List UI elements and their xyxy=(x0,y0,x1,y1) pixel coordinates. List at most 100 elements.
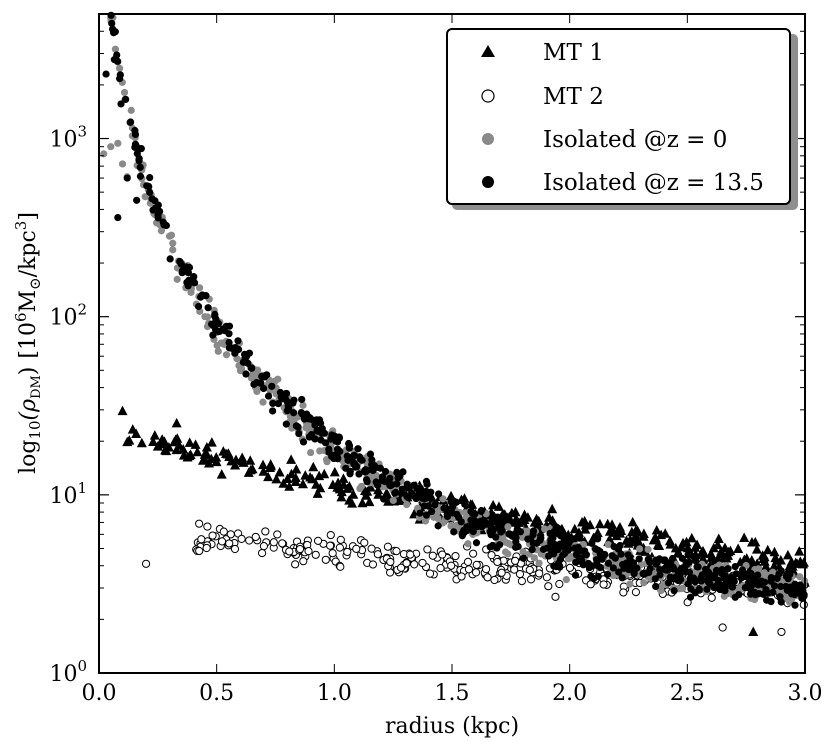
point-circle xyxy=(118,160,127,168)
x-tick-label: 1.0 xyxy=(317,681,352,706)
point-circle xyxy=(635,545,644,553)
point-circle xyxy=(211,310,219,318)
point-circle xyxy=(297,408,305,417)
point-circle xyxy=(798,594,806,602)
point-triangle xyxy=(627,516,638,527)
point-triangle xyxy=(608,527,619,537)
point-circle xyxy=(126,118,134,127)
point-open-circle xyxy=(493,557,502,567)
point-circle xyxy=(386,474,394,482)
point-circle xyxy=(421,494,429,503)
point-open-circle xyxy=(396,563,406,572)
point-circle xyxy=(268,382,276,390)
point-open-circle xyxy=(383,542,393,551)
point-circle xyxy=(397,489,405,497)
point-circle xyxy=(563,533,571,541)
point-circle xyxy=(421,517,430,525)
point-open-circle xyxy=(245,536,254,545)
point-circle xyxy=(657,586,665,595)
point-triangle xyxy=(713,533,724,543)
x-tick-label: 3.0 xyxy=(788,681,823,706)
point-open-circle xyxy=(425,569,435,578)
point-circle xyxy=(237,365,246,373)
point-circle xyxy=(653,558,661,566)
point-circle xyxy=(282,420,290,428)
point-triangle xyxy=(782,549,793,560)
y-tick-label: 101 xyxy=(49,479,87,509)
point-triangle xyxy=(373,489,384,499)
point-triangle xyxy=(237,452,248,463)
point-circle xyxy=(306,415,314,423)
point-circle xyxy=(380,495,388,503)
point-circle xyxy=(709,573,717,582)
point-circle xyxy=(107,11,115,19)
point-open-circle xyxy=(707,593,716,602)
point-open-circle xyxy=(392,547,401,556)
point-circle xyxy=(403,480,411,488)
point-circle xyxy=(282,389,291,398)
point-open-circle xyxy=(291,560,300,569)
point-circle xyxy=(117,100,125,108)
point-open-circle xyxy=(490,575,499,585)
point-circle xyxy=(345,442,354,450)
point-triangle xyxy=(580,524,591,534)
point-circle xyxy=(686,593,695,601)
point-triangle xyxy=(348,489,359,499)
point-open-circle xyxy=(373,550,382,559)
point-circle xyxy=(204,304,212,312)
x-tick-label: 2.5 xyxy=(670,681,705,706)
point-triangle xyxy=(676,541,687,552)
point-circle xyxy=(157,227,165,235)
point-open-circle xyxy=(555,579,564,589)
point-open-circle xyxy=(463,557,473,566)
point-circle xyxy=(416,509,424,517)
point-circle xyxy=(116,71,124,79)
point-open-circle xyxy=(481,565,491,574)
point-circle xyxy=(127,106,135,114)
point-triangle xyxy=(531,513,542,524)
point-circle xyxy=(584,559,593,568)
point-open-circle xyxy=(278,539,287,548)
point-circle xyxy=(184,269,192,277)
point-open-circle xyxy=(586,580,595,589)
point-circle xyxy=(626,580,634,588)
point-circle xyxy=(333,445,342,453)
point-circle xyxy=(572,551,581,559)
point-circle xyxy=(773,574,781,583)
point-circle xyxy=(113,51,121,59)
point-triangle xyxy=(245,455,256,465)
point-circle xyxy=(247,374,255,382)
point-open-circle xyxy=(304,547,313,556)
point-open-circle xyxy=(472,560,481,569)
point-circle xyxy=(289,409,298,417)
point-triangle xyxy=(771,555,782,565)
point-triangle xyxy=(192,446,203,457)
point-triangle xyxy=(650,532,661,543)
point-open-circle xyxy=(299,557,308,566)
point-open-circle xyxy=(197,535,206,544)
point-triangle xyxy=(171,417,182,428)
point-circle xyxy=(372,464,380,472)
point-circle xyxy=(214,347,222,355)
point-circle xyxy=(434,522,442,530)
point-circle xyxy=(593,556,601,564)
point-open-circle xyxy=(526,575,536,584)
point-triangle xyxy=(290,472,301,483)
point-open-circle xyxy=(551,592,560,601)
point-open-circle xyxy=(336,535,345,544)
point-triangle xyxy=(373,484,384,495)
point-triangle xyxy=(651,525,662,535)
point-circle xyxy=(182,263,191,271)
point-triangle xyxy=(522,512,533,522)
point-circle xyxy=(603,570,612,579)
point-open-circle xyxy=(367,544,376,553)
point-circle xyxy=(559,551,567,559)
point-circle xyxy=(750,580,758,588)
point-open-circle xyxy=(311,550,320,559)
point-circle xyxy=(259,384,268,393)
point-open-circle xyxy=(328,549,337,558)
point-open-circle xyxy=(352,544,361,553)
point-circle xyxy=(219,339,227,348)
point-circle xyxy=(346,467,354,475)
